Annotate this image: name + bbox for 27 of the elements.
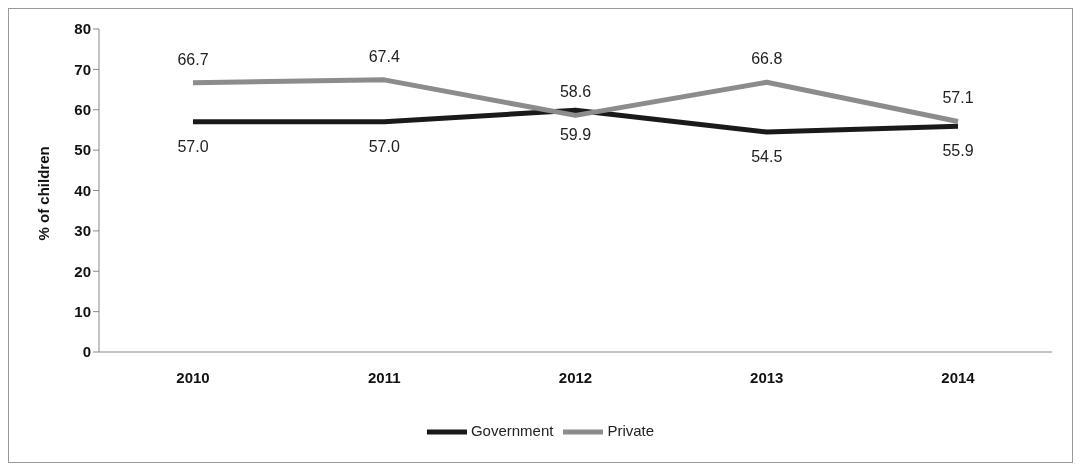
y-tick-label: 60	[74, 101, 91, 119]
y-tick-label: 40	[74, 181, 91, 199]
x-tick-label: 2013	[750, 368, 784, 386]
y-tick-label: 50	[74, 141, 91, 159]
y-axis-title: % of children	[35, 146, 53, 241]
data-label: 66.7	[177, 50, 209, 68]
x-tick-label: 2012	[558, 368, 593, 386]
data-label: 54.5	[751, 147, 783, 165]
data-label: 55.9	[942, 142, 974, 160]
y-tick-label: 30	[74, 222, 91, 240]
data-label: 57.0	[368, 137, 400, 155]
y-tick-label: 10	[74, 302, 91, 320]
y-tick-label: 0	[82, 343, 91, 361]
data-label: 58.6	[559, 83, 592, 101]
data-label: 57.1	[942, 89, 974, 107]
x-tick-label: 2010	[176, 368, 210, 386]
x-tick-label: 2011	[367, 368, 401, 386]
y-tick-label: 70	[74, 60, 91, 78]
data-label: 57.0	[177, 137, 209, 155]
x-tick-label: 2014	[941, 368, 976, 386]
data-label: 59.9	[559, 126, 592, 144]
legend-label: Government	[470, 421, 554, 439]
legend-label: Private	[607, 421, 655, 439]
data-label: 67.4	[368, 47, 400, 65]
y-tick-label: 80	[74, 20, 91, 38]
y-tick-label: 20	[74, 262, 91, 280]
data-label: 66.8	[751, 50, 783, 68]
